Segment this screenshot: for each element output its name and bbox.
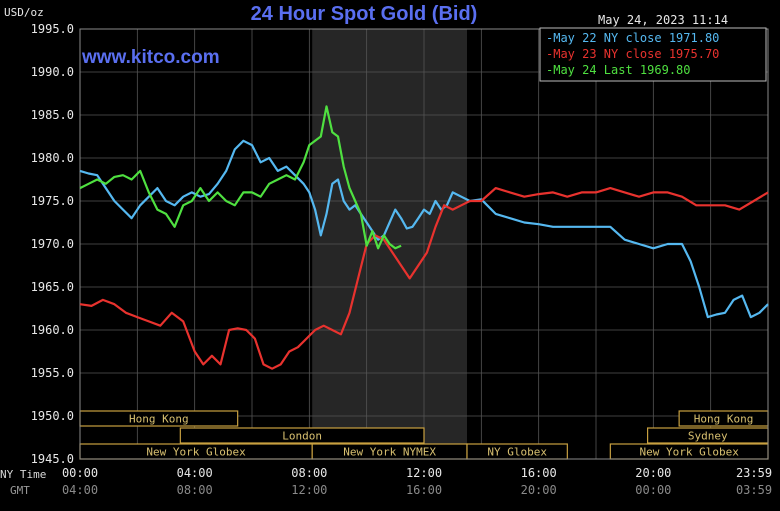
ny-time-row-label: NY Time — [0, 468, 46, 481]
x-tick-label-gmt: 00:00 — [635, 483, 671, 497]
y-tick-label: 1960.0 — [31, 323, 74, 337]
legend-entry-1: -May 22 NY close 1971.80 — [546, 31, 719, 45]
x-tick-label-gmt: 12:00 — [291, 483, 327, 497]
chart-title: 24 Hour Spot Gold (Bid) — [251, 3, 478, 25]
x-tick-label-ny: 04:00 — [177, 466, 213, 480]
gmt-row-label: GMT — [10, 484, 30, 497]
y-tick-label: 1980.0 — [31, 151, 74, 165]
legend: -May 22 NY close 1971.80 -May 23 NY close… — [539, 27, 767, 82]
x-tick-label-gmt: 16:00 — [406, 483, 442, 497]
x-tick-label-ny: 08:00 — [291, 466, 327, 480]
session-label: Hong Kong — [129, 413, 189, 426]
timestamp: May 24, 2023 11:14 — [598, 13, 728, 27]
x-tick-label-gmt: 08:00 — [177, 483, 213, 497]
y-axis-unit-label: USD/oz — [4, 6, 44, 19]
x-tick-label-ny: 16:00 — [521, 466, 557, 480]
plot-border — [79, 28, 769, 460]
x-tick-label-ny: 12:00 — [406, 466, 442, 480]
y-tick-label: 1985.0 — [31, 108, 74, 122]
session-label: New York Globex — [639, 446, 739, 459]
series-line-3 — [79, 105, 402, 250]
y-tick-label: 1995.0 — [31, 22, 74, 36]
session-label: NY Globex — [487, 446, 547, 459]
y-tick-label: 1970.0 — [31, 237, 74, 251]
y-tick-label: 1955.0 — [31, 366, 74, 380]
y-tick-label: 1950.0 — [31, 409, 74, 423]
session-label: New York Globex — [146, 446, 246, 459]
x-tick-label-gmt: 03:59 — [736, 483, 772, 497]
series-line-2 — [79, 187, 769, 370]
x-tick-label-ny: 00:00 — [62, 466, 98, 480]
legend-entry-3: -May 24 Last 1969.80 — [546, 63, 691, 77]
x-tick-label-ny: 23:59 — [736, 466, 772, 480]
session-bar — [179, 427, 425, 444]
session-label: Hong Kong — [694, 413, 754, 426]
x-tick-label-gmt: 20:00 — [521, 483, 557, 497]
session-label: Sydney — [688, 430, 728, 443]
legend-entry-2: -May 23 NY close 1975.70 — [546, 47, 719, 61]
session-label: London — [282, 430, 322, 443]
y-tick-label: 1975.0 — [31, 194, 74, 208]
kitco-watermark: www.kitco.com — [81, 47, 220, 68]
session-label: New York NYMEX — [343, 446, 436, 459]
y-tick-label: 1990.0 — [31, 65, 74, 79]
y-tick-label: 1965.0 — [31, 280, 74, 294]
y-tick-label: 1945.0 — [31, 452, 74, 466]
x-tick-label-gmt: 04:00 — [62, 483, 98, 497]
legend-box — [539, 27, 767, 82]
x-tick-label-ny: 20:00 — [635, 466, 671, 480]
